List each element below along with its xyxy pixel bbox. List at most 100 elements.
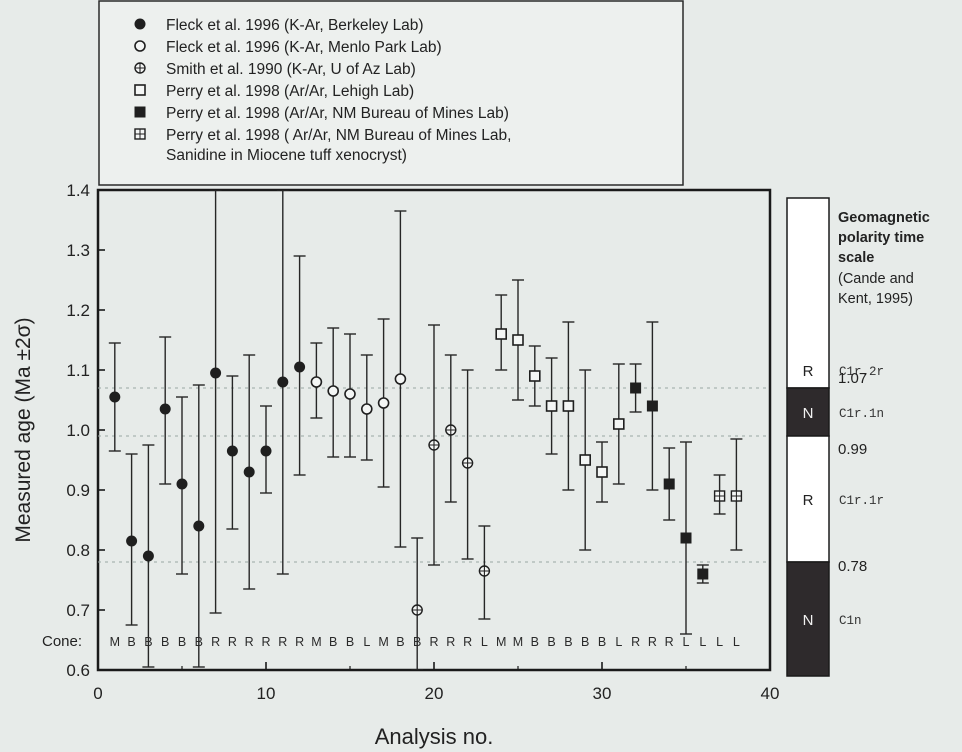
data-point-2 <box>125 453 138 626</box>
cone-code: L <box>481 635 488 649</box>
polarity-title: scale <box>838 250 874 266</box>
marker-filled-circle-shape <box>277 376 289 388</box>
marker-hatched-square <box>713 490 726 502</box>
marker-open-circle <box>394 373 407 385</box>
plot-area: 0.6 0.7 0.8 0.9 1.0 1.1 1.2 1.3 1.4 0 10 20 30 40 Co… <box>42 181 779 703</box>
legend-marker-crossed-circle-cross <box>135 63 145 73</box>
y-tick-label: 1.2 <box>66 301 90 320</box>
data-point-15 <box>344 333 356 458</box>
marker-crossed-circle-cross <box>479 566 490 576</box>
data-point-24 <box>495 294 508 371</box>
cone-code: R <box>261 635 270 649</box>
polarity-title: Geomagnetic <box>838 210 930 226</box>
marker-filled-circle <box>159 403 171 415</box>
polarity-source: (Cande and <box>838 271 914 287</box>
marker-open-square-shape <box>545 400 558 412</box>
data-point-21 <box>444 354 457 503</box>
marker-filled-square <box>697 568 709 580</box>
marker-filled-square-shape <box>630 382 642 394</box>
cone-code: L <box>699 635 706 649</box>
cone-code: B <box>598 635 606 649</box>
y-tick-label: 1.4 <box>66 181 90 200</box>
data-point-35 <box>680 441 692 635</box>
x-tick-label: 0 <box>93 684 102 703</box>
marker-filled-circle <box>260 445 272 457</box>
marker-filled-square <box>680 532 692 544</box>
marker-crossed-circle <box>411 604 423 616</box>
cone-code: M <box>378 635 388 649</box>
legend-label: Fleck et al. 1996 (K-Ar, Berkeley Lab) <box>166 17 424 34</box>
cone-code: L <box>733 635 740 649</box>
marker-open-square-shape <box>612 418 625 430</box>
marker-open-circle <box>344 388 356 400</box>
y-tick-label: 1.1 <box>66 361 90 380</box>
marker-crossed-circle <box>478 565 491 577</box>
marker-filled-circle <box>193 520 205 532</box>
cone-code: L <box>716 635 723 649</box>
cone-code: B <box>547 635 555 649</box>
chron-label: C1n <box>839 614 862 628</box>
cone-code: B <box>564 635 572 649</box>
marker-filled-circle-shape <box>109 391 121 403</box>
cone-code: M <box>311 635 321 649</box>
polarity-title: polarity time <box>838 230 924 246</box>
x-tick-label: 40 <box>761 684 780 703</box>
data-point-22 <box>461 369 474 560</box>
data-point-6 <box>192 384 205 668</box>
marker-filled-square-shape <box>697 568 709 580</box>
cone-code: B <box>195 635 203 649</box>
data-point-29 <box>579 369 592 551</box>
polarity-letter: R <box>803 363 814 380</box>
marker-hatched-square-grid <box>731 491 742 501</box>
polarity-time-scale: R C1r.2r N C1r.1n R C1r.1r N C1n 1.07 0.99 0.78 Geo… <box>786 197 930 677</box>
y-tick-label: 0.9 <box>66 481 90 500</box>
marker-open-square-shape <box>596 466 608 478</box>
cone-code: R <box>211 635 220 649</box>
marker-filled-circle-shape <box>176 478 188 490</box>
legend-marker-filled-circle <box>134 18 146 30</box>
marker-open-square <box>612 418 625 430</box>
y-tick-label: 0.6 <box>66 661 90 680</box>
data-point-20 <box>428 324 440 566</box>
cone-code: R <box>463 635 472 649</box>
data-point-19 <box>411 537 424 670</box>
legend-marker-open-circle <box>134 40 146 52</box>
marker-open-square <box>495 328 508 340</box>
cone-code: R <box>245 635 254 649</box>
data-point-18 <box>394 210 407 548</box>
data-point-37 <box>713 474 726 515</box>
data-point-11 <box>276 190 289 575</box>
cone-code: R <box>446 635 455 649</box>
marker-open-circle <box>310 376 323 388</box>
marker-crossed-circle-cross <box>462 458 473 468</box>
cone-code: R <box>648 635 657 649</box>
cone-code: R <box>665 635 674 649</box>
marker-filled-circle <box>176 478 188 490</box>
boundary-label: 0.78 <box>838 558 867 575</box>
marker-filled-circle-shape <box>159 403 171 415</box>
marker-hatched-square-grid <box>714 491 725 501</box>
marker-filled-circle <box>226 445 238 457</box>
cone-code: R <box>278 635 287 649</box>
marker-open-circle-shape <box>377 397 390 409</box>
data-point-23 <box>478 525 491 620</box>
marker-crossed-circle-cross <box>412 605 423 615</box>
cone-code: R <box>228 635 237 649</box>
legend-marker-filled-square <box>134 106 146 118</box>
marker-hatched-square <box>730 490 743 502</box>
marker-filled-circle-shape <box>142 550 154 562</box>
legend-marker-open-square-shape <box>134 84 146 96</box>
x-tick-label: 30 <box>593 684 612 703</box>
marker-crossed-circle-cross <box>445 425 456 435</box>
data-point-9 <box>243 354 256 590</box>
data-point-10 <box>260 405 272 494</box>
cone-code: B <box>144 635 152 649</box>
marker-filled-circle <box>126 535 138 547</box>
marker-filled-square-shape <box>663 478 675 490</box>
cone-row: Cone: M B B B B B R R R R R R M B B L M B B R R R L M M B B B B B L R R R L… <box>42 633 740 650</box>
cone-code: L <box>363 635 370 649</box>
legend-marker-open-circle-shape <box>134 40 146 52</box>
cone-code: M <box>110 635 120 649</box>
cone-code: B <box>127 635 135 649</box>
marker-open-square <box>545 400 558 412</box>
